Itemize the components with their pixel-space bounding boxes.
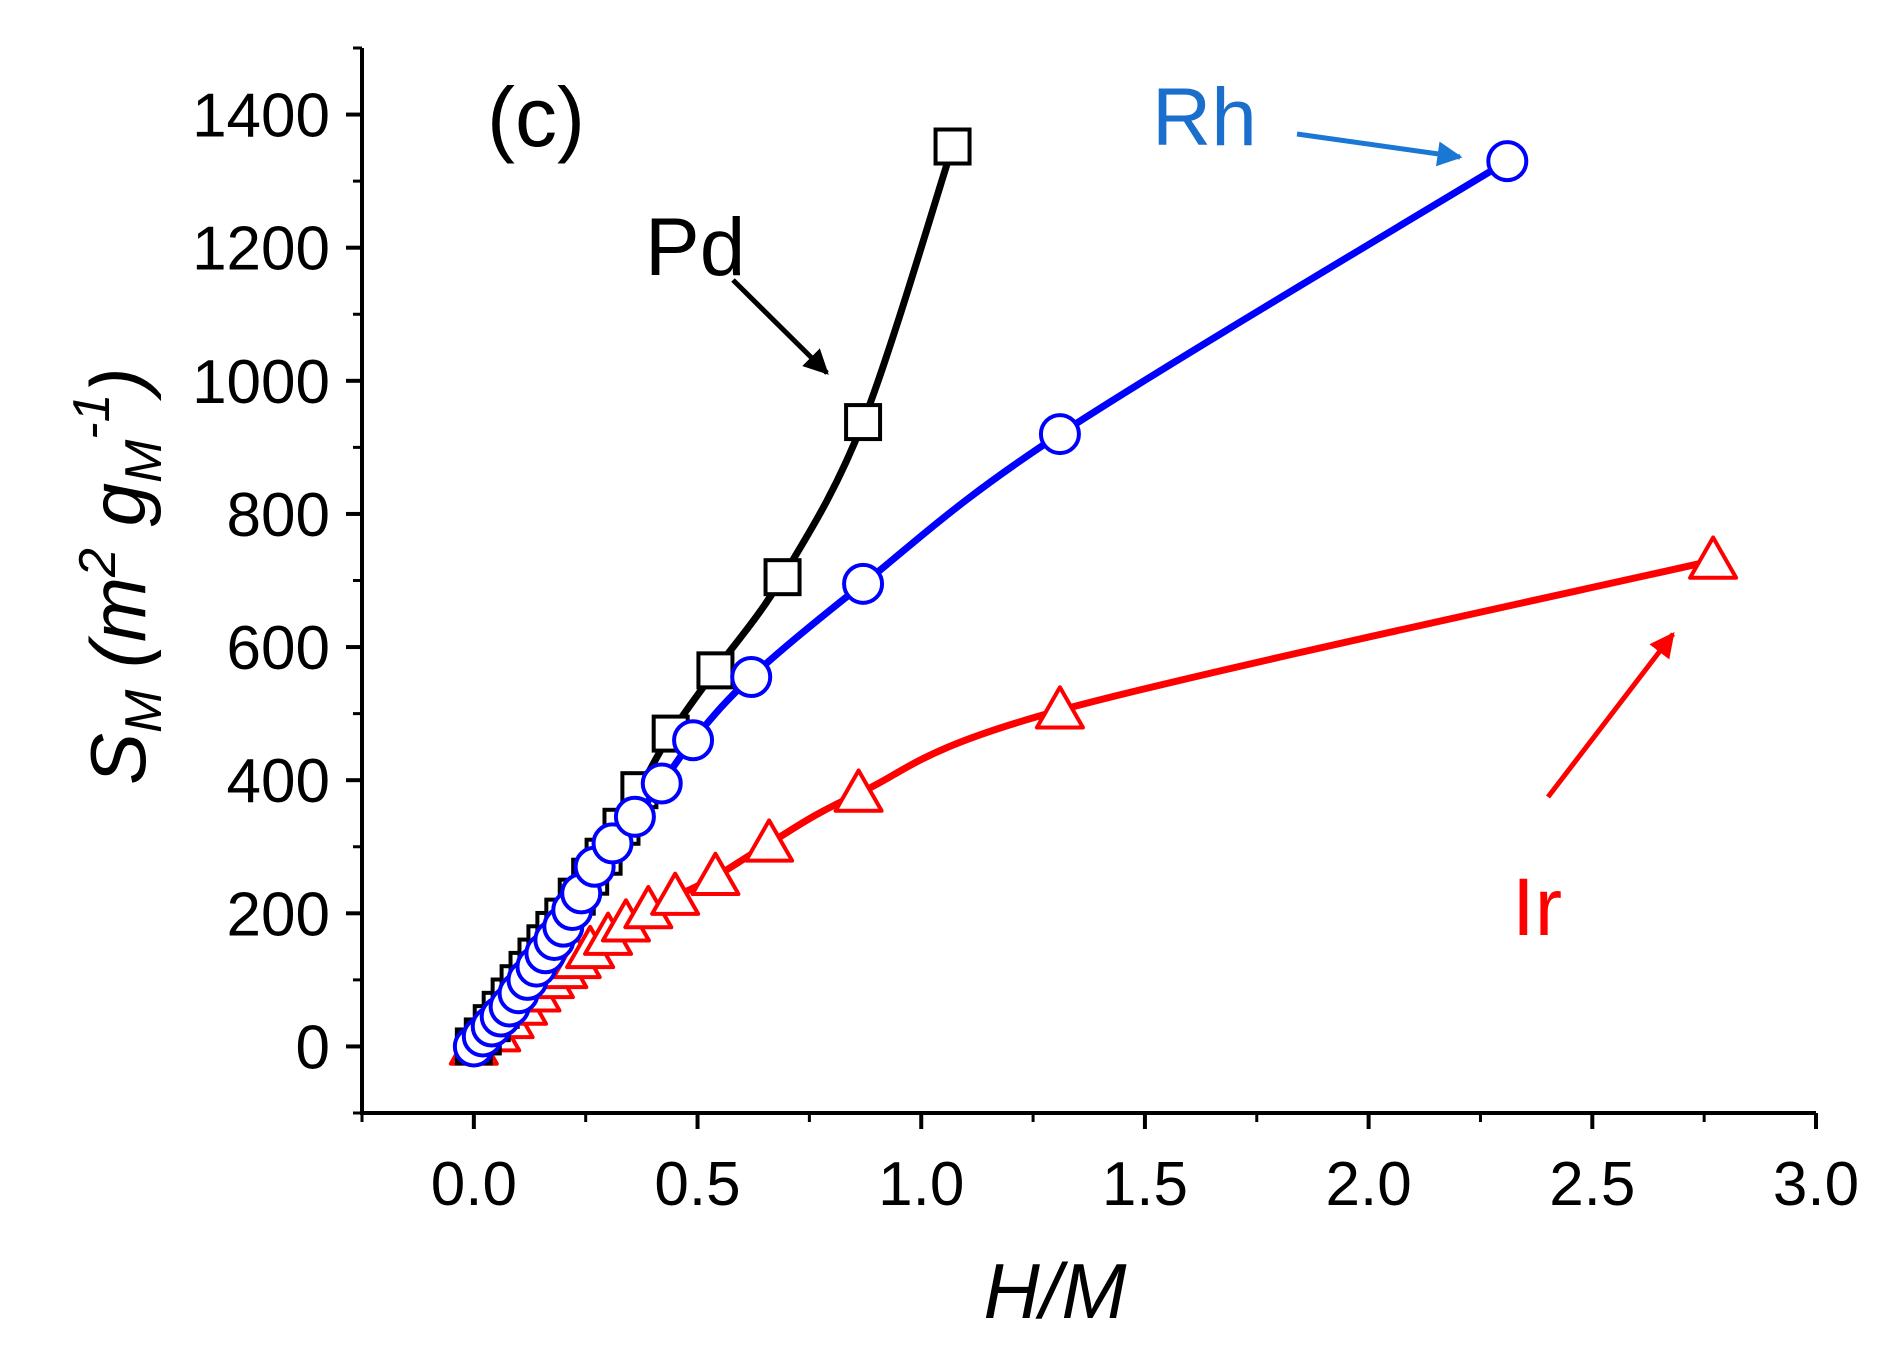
- data-point-rh: [1038, 413, 1081, 456]
- data-point-ir: [1034, 685, 1085, 730]
- data-point-rh: [730, 656, 773, 699]
- y-axis-title-sup: 2: [69, 548, 127, 578]
- x-tick-label: 1.0: [878, 1150, 964, 1219]
- data-point-pd: [696, 651, 735, 690]
- x-tick-label: 2.0: [1326, 1150, 1412, 1219]
- y-tick-label: 800: [227, 481, 330, 550]
- y-tick-label: 1200: [192, 215, 330, 284]
- y-axis-title: SM (m2 gM-1): [63, 367, 173, 785]
- y-tick-label: 200: [227, 880, 330, 949]
- x-axis-title: H/M: [984, 1247, 1127, 1335]
- y-axis-title-sub: M: [115, 689, 173, 733]
- x-tick-label: 0.5: [654, 1150, 740, 1219]
- y-tick-label: 1000: [192, 348, 330, 417]
- pd-arrow: [731, 278, 829, 375]
- tick-labels: 0.0 0.5 1.0 1.5 2.0 2.5 3.0 0 200 400 600 800 1000 12…: [192, 82, 1859, 1219]
- rh-label: Rh: [1152, 72, 1257, 163]
- data-point-rh: [842, 562, 885, 605]
- ir-label: Ir: [1512, 862, 1562, 953]
- data-point-ir: [650, 871, 701, 916]
- data-point-pd: [763, 558, 802, 597]
- data-point-ir: [833, 768, 884, 813]
- y-tick-label: 400: [227, 747, 330, 816]
- panel-label: (c): [487, 70, 585, 164]
- x-tick-label: 1.5: [1102, 1150, 1188, 1219]
- data-point-ir: [1688, 535, 1739, 580]
- ir-arrow: [1546, 632, 1675, 799]
- x-tick-label: 3.0: [1773, 1150, 1859, 1219]
- x-tick-label: 0.0: [431, 1150, 517, 1219]
- data-point-rh: [640, 762, 683, 805]
- y-tick-label: 1400: [192, 82, 330, 151]
- series-rh: [452, 140, 1529, 1068]
- data-point-ir: [690, 851, 741, 896]
- y-tick-label: 0: [296, 1013, 330, 1082]
- y-axis-title-units: (m: [74, 577, 162, 690]
- data-point-ir: [744, 818, 795, 863]
- data-point-rh: [1486, 140, 1529, 183]
- y-axis-title-gsub: M: [115, 439, 173, 483]
- y-axis-title-base: S: [74, 733, 162, 785]
- rh-arrow: [1296, 131, 1463, 167]
- data-point-pd: [844, 403, 883, 442]
- data-point-rh: [672, 719, 715, 762]
- pd-label: Pd: [645, 202, 745, 293]
- data-point-pd: [933, 127, 972, 166]
- y-axis-title-g: g: [74, 483, 162, 548]
- x-tick-label: 2.5: [1549, 1150, 1635, 1219]
- y-tick-label: 600: [227, 614, 330, 683]
- ticks: [346, 46, 1818, 1129]
- data-point-rh: [591, 822, 634, 865]
- series-group: [448, 127, 1739, 1068]
- y-axis-title-gsup: -1: [63, 393, 121, 439]
- data-point-rh: [613, 795, 656, 838]
